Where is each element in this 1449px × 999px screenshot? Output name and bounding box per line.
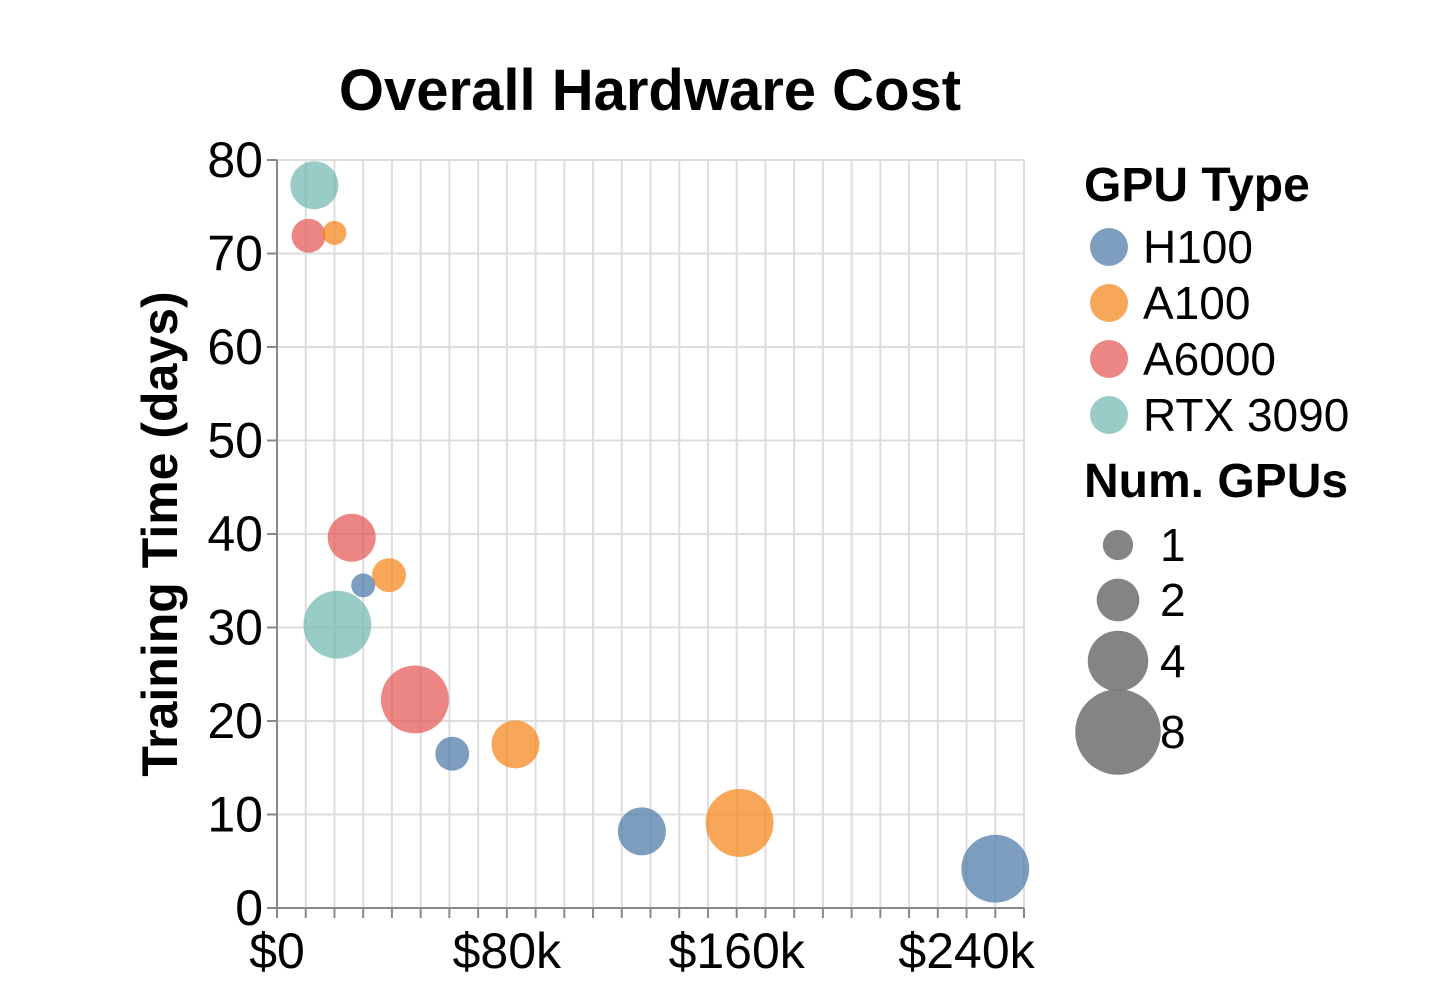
x-tick-label: $80k (453, 923, 562, 979)
y-tick-label: 80 (207, 132, 263, 188)
y-tick-label: 60 (207, 319, 263, 375)
legend-color-title: GPU Type (1084, 159, 1310, 212)
x-tick-label: $240k (898, 923, 1035, 979)
data-point-a100 (705, 788, 774, 857)
y-tick-label: 70 (207, 226, 263, 282)
x-tick-label: $160k (669, 923, 806, 979)
y-tick-label: 0 (235, 880, 263, 936)
data-point-a6000 (327, 513, 376, 562)
legend-color-label: A6000 (1143, 333, 1276, 385)
legend-size-label: 8 (1160, 706, 1186, 758)
legend-color-swatch (1090, 284, 1128, 322)
legend-size-label: 4 (1160, 635, 1186, 687)
legend-size-label: 2 (1160, 574, 1186, 626)
y-tick-label: 10 (207, 787, 263, 843)
data-point-h100 (351, 573, 376, 598)
chart-title: Overall Hardware Cost (339, 58, 961, 123)
y-tick-label: 40 (207, 506, 263, 562)
data-point-a6000 (380, 665, 449, 734)
data-point-h100 (435, 736, 470, 771)
y-axis-label: Training Time (days) (132, 291, 188, 776)
x-tick-label: $0 (249, 923, 305, 979)
data-point-h100 (617, 807, 666, 856)
legend-size-title: Num. GPUs (1084, 455, 1348, 508)
legend-size-label: 1 (1160, 519, 1186, 571)
legend-color-swatch (1090, 396, 1128, 434)
axes: 0 10 20 30 40 50 60 70 80 $0 $80k $160k $240k (207, 132, 1035, 979)
y-tick-label: 20 (207, 693, 263, 749)
data-point-rtx-3090 (290, 161, 339, 210)
legend-color-label: RTX 3090 (1143, 389, 1349, 441)
legend-color-label: H100 (1143, 221, 1253, 273)
data-point-a6000 (291, 218, 326, 253)
legend-color-swatch (1090, 228, 1128, 266)
y-tick-label: 30 (207, 600, 263, 656)
data-point-a100 (322, 220, 347, 245)
grid (276, 159, 1025, 909)
legend-size-swatch (1075, 689, 1161, 775)
y-tick-label: 50 (207, 413, 263, 469)
data-point-rtx-3090 (303, 590, 372, 659)
legend-size-swatch (1087, 630, 1149, 692)
legend-size-swatch (1102, 529, 1134, 561)
data-points (290, 161, 1030, 903)
data-point-a100 (372, 558, 407, 593)
legend-color-label: A100 (1143, 277, 1250, 329)
legend-color-swatch (1090, 340, 1128, 378)
legend-size-swatch (1096, 578, 1140, 622)
data-point-a100 (491, 720, 540, 769)
data-point-h100 (961, 834, 1030, 903)
